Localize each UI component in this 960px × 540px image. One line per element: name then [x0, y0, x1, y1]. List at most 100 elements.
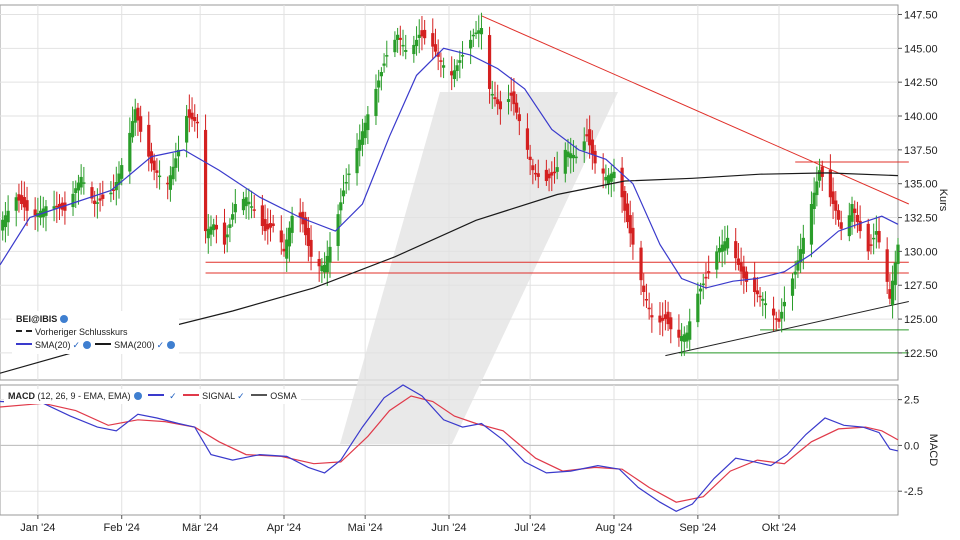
candle-body — [547, 173, 551, 179]
candle-body — [820, 166, 824, 177]
candle-body — [93, 200, 97, 205]
candle-body — [195, 121, 200, 124]
candle-body — [790, 278, 795, 296]
candle-body — [628, 215, 632, 234]
candle-body — [736, 258, 741, 265]
settings-icon[interactable] — [83, 341, 92, 349]
candle-body — [44, 206, 48, 216]
x-tick-label: Sep '24 — [679, 522, 716, 534]
sma20-line — [0, 47, 899, 289]
candle-body — [685, 332, 689, 342]
candle-body — [850, 204, 854, 222]
x-tick-label: Okt '24 — [762, 522, 797, 534]
candle-body — [417, 34, 421, 38]
candle-body — [753, 277, 757, 293]
candle-body — [528, 156, 532, 161]
candle-body — [631, 227, 635, 245]
candle-body — [452, 70, 457, 80]
candle-body — [853, 208, 857, 214]
check-icon[interactable]: ✓ — [237, 391, 245, 401]
candle-body — [228, 224, 232, 228]
candle-body — [642, 285, 646, 293]
candle-body — [306, 227, 310, 246]
x-tick-label: Aug '24 — [596, 522, 633, 534]
candle-body — [128, 132, 132, 172]
candle-body — [623, 190, 627, 211]
candle-body — [57, 203, 62, 209]
candle-body — [604, 176, 608, 181]
candle-body — [758, 295, 762, 298]
candle-body — [658, 315, 662, 323]
candle-body — [701, 283, 705, 286]
candle-body — [233, 204, 237, 213]
candle-body — [360, 131, 365, 145]
macd-swatch — [148, 394, 165, 396]
candle-body — [374, 88, 378, 117]
candle-body — [433, 44, 438, 52]
candle-body — [17, 194, 21, 201]
macd-tick-label: 2.5 — [904, 395, 919, 407]
candle-body — [268, 223, 273, 228]
candle-body — [669, 317, 673, 330]
candle-body — [872, 237, 876, 240]
candle-body — [185, 116, 189, 143]
macd-tick-label: 0.0 — [904, 440, 919, 452]
candle-body — [325, 255, 329, 273]
check-icon[interactable]: ✓ — [72, 340, 81, 350]
candle-body — [152, 160, 156, 171]
candle-body — [398, 37, 402, 40]
candle-body — [890, 280, 895, 306]
price-tick-label: 132.50 — [904, 213, 938, 225]
candle-body — [517, 114, 521, 122]
candle-body — [531, 165, 535, 171]
candle-body — [487, 35, 492, 89]
candle-body — [725, 237, 730, 249]
candle-body — [117, 173, 121, 185]
candle-body — [304, 217, 308, 236]
candle-body — [666, 311, 670, 325]
candle-body — [241, 198, 246, 211]
candle-body — [809, 204, 814, 245]
price-tick-label: 135.00 — [904, 179, 938, 191]
candle-body — [309, 239, 313, 257]
candle-body — [109, 192, 113, 195]
settings-icon[interactable] — [60, 315, 69, 323]
candle-body — [98, 198, 102, 201]
price-tick-label: 125.00 — [904, 314, 938, 326]
candle-body — [101, 194, 105, 199]
candle-body — [888, 289, 892, 299]
candle-body — [355, 148, 359, 174]
candle-body — [285, 239, 289, 259]
macd-legend: MACD (12, 26, 9 - EMA, EMA) ✓ SIGNAL ✓ OS… — [4, 389, 301, 404]
signal-label: SIGNAL — [202, 391, 236, 401]
candle-body — [682, 334, 686, 342]
candle-body — [247, 201, 251, 205]
support-trendline — [665, 300, 909, 357]
candle-body — [696, 293, 700, 323]
price-tick-label: 140.00 — [904, 111, 938, 123]
candle-body — [203, 129, 208, 232]
macd-title: MACD — [8, 391, 35, 401]
candle-body — [130, 121, 135, 138]
sma200-label: SMA(200) — [114, 340, 155, 350]
candle-body — [566, 151, 570, 158]
check-icon[interactable]: ✓ — [169, 391, 177, 401]
candle-body — [552, 171, 557, 174]
candle-body — [739, 262, 743, 272]
candle-body — [168, 175, 173, 190]
price-tick-label: 142.50 — [904, 77, 938, 89]
candle-body — [761, 298, 765, 301]
settings-icon[interactable] — [167, 341, 176, 349]
candle-body — [544, 169, 548, 181]
candle-body — [344, 182, 348, 184]
sma20-swatch — [16, 343, 32, 345]
candle-body — [874, 231, 878, 235]
candle-body — [723, 241, 727, 251]
candle-body — [209, 226, 213, 235]
candle-body — [404, 50, 408, 52]
check-icon[interactable]: ✓ — [156, 340, 165, 350]
candle-body — [25, 200, 29, 211]
x-tick-label: Mai '24 — [348, 522, 383, 534]
settings-icon[interactable] — [133, 392, 142, 400]
candle-body — [715, 251, 719, 270]
